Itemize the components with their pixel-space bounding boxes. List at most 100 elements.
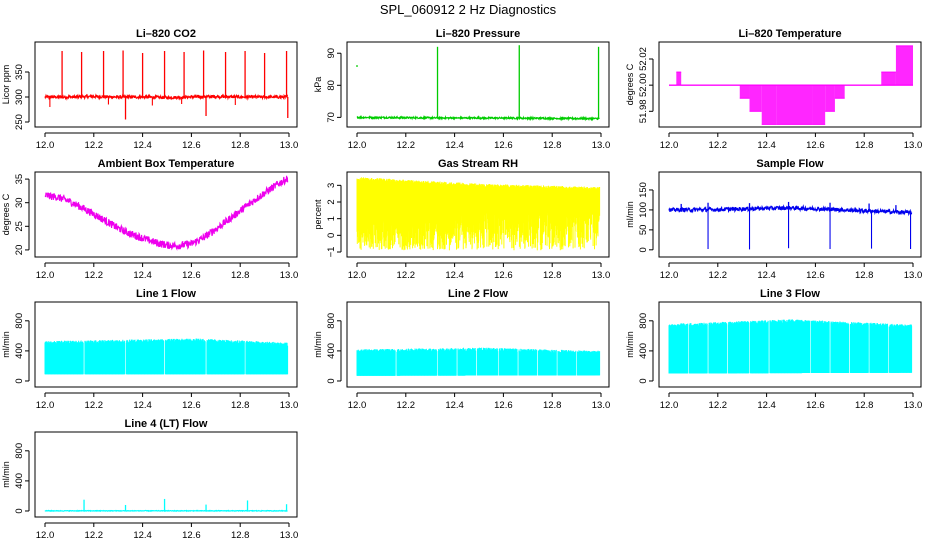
step-block <box>776 85 813 125</box>
x-tick-label: 12.4 <box>757 270 776 281</box>
x-tick-label: 12.0 <box>660 140 679 151</box>
x-tick-label: 12.4 <box>757 400 776 411</box>
x-tick-label: 13.0 <box>280 140 299 151</box>
chart-panel-line4: Line 4 (LT) Flow 12.0 12.2 12.4 12.6 12.8 13.0… <box>1 418 298 540</box>
x-tick-label: 12.0 <box>36 530 55 540</box>
plot-frame <box>658 41 922 128</box>
chart-panel-line3: Line 3 Flow 12.0 12.2 12.4 12.6 12.8 13.0 0 400 8… <box>625 288 922 411</box>
y-tick-label: 0 <box>326 233 337 238</box>
chart-data-rh <box>356 177 601 251</box>
chart-data-sampleflow <box>668 201 913 250</box>
x-tick-label: 12.8 <box>855 140 874 151</box>
y-tick-label: 400 <box>638 343 649 359</box>
y-tick-label: 800 <box>638 313 649 329</box>
x-tick-label: 12.6 <box>494 400 513 411</box>
chart-title: Line 2 Flow <box>448 288 508 300</box>
x-tick-label: 12.0 <box>36 270 55 281</box>
x-tick-label: 12.4 <box>133 400 152 411</box>
x-tick-label: 12.4 <box>445 400 464 411</box>
x-tick-label: 12.2 <box>397 140 416 151</box>
chart-panel-co2: Li–820 CO2 12.0 12.2 12.4 12.6 12.8 13.0 250 300… <box>1 28 298 151</box>
chart-panel-ambient: Ambient Box Temperature 12.0 12.2 12.4 12.6 1… <box>1 158 298 281</box>
x-tick-label: 12.8 <box>231 270 250 281</box>
y-tick-label: 800 <box>326 313 337 329</box>
step-block <box>895 45 913 86</box>
x-tick-label: 12.0 <box>36 140 55 151</box>
y-tick-label: 800 <box>14 443 25 459</box>
x-tick-label: 13.0 <box>592 270 611 281</box>
y-axis-label: percent <box>313 199 323 230</box>
x-tick-label: 12.2 <box>709 400 728 411</box>
series-line <box>44 93 289 101</box>
x-tick-label: 12.8 <box>543 400 562 411</box>
x-tick-label: 13.0 <box>280 400 299 411</box>
x-tick-label: 12.8 <box>855 400 874 411</box>
plot-frame <box>658 301 922 388</box>
y-tick-label: 35 <box>14 174 25 185</box>
y-tick-label: 70 <box>326 112 337 123</box>
chart-data-line3 <box>668 319 913 374</box>
y-tick-label: 0 <box>638 247 649 252</box>
y-tick-label: 350 <box>14 64 25 80</box>
chart-panel-rh: Gas Stream RH 12.0 12.2 12.4 12.6 12.8 13.0 −1 0… <box>313 158 610 281</box>
chart-title: Line 1 Flow <box>136 288 196 300</box>
chart-title: Gas Stream RH <box>438 158 518 170</box>
y-tick-label: 800 <box>14 313 25 329</box>
y-axis-label: ml/min <box>1 461 11 488</box>
x-tick-label: 12.2 <box>709 270 728 281</box>
y-axis-label: ml/min <box>625 201 635 228</box>
x-tick-label: 12.8 <box>543 140 562 151</box>
x-tick-label: 13.0 <box>280 270 299 281</box>
x-tick-label: 12.2 <box>85 270 104 281</box>
step-block <box>761 85 777 125</box>
y-tick-label: 0 <box>326 378 337 383</box>
y-tick-label: 51.98 <box>638 99 649 123</box>
data-point <box>356 65 358 67</box>
x-tick-label: 12.8 <box>231 140 250 151</box>
x-tick-label: 12.0 <box>660 270 679 281</box>
chart-data-line2 <box>356 347 601 376</box>
y-tick-label: 100 <box>638 202 649 218</box>
y-tick-label: 30 <box>14 197 25 208</box>
chart-title: Ambient Box Temperature <box>98 158 235 170</box>
step-block <box>749 85 762 112</box>
x-tick-label: 13.0 <box>592 140 611 151</box>
chart-title: Line 4 (LT) Flow <box>125 418 208 430</box>
x-tick-label: 12.2 <box>397 270 416 281</box>
y-tick-label: 90 <box>326 48 337 59</box>
chart-title: Li–820 CO2 <box>136 28 196 40</box>
x-tick-label: 12.8 <box>543 270 562 281</box>
x-tick-label: 12.2 <box>85 530 104 540</box>
chart-title: Sample Flow <box>756 158 824 170</box>
chart-data-line4 <box>44 498 288 513</box>
y-axis-label: Licor ppm <box>1 65 11 105</box>
x-tick-label: 12.6 <box>494 270 513 281</box>
x-tick-label: 12.4 <box>445 270 464 281</box>
y-tick-label: 0 <box>14 378 25 383</box>
step-block <box>825 85 835 112</box>
x-tick-label: 12.6 <box>494 140 513 151</box>
x-tick-label: 12.6 <box>182 140 201 151</box>
chart-title: Li–820 Temperature <box>738 28 841 40</box>
y-tick-label: 50 <box>638 225 649 236</box>
x-tick-label: 12.0 <box>348 140 367 151</box>
plot-frame <box>658 171 922 258</box>
chart-title: Li–820 Pressure <box>436 28 520 40</box>
y-axis-label: kPa <box>313 77 323 93</box>
x-tick-label: 12.8 <box>855 270 874 281</box>
x-tick-label: 12.2 <box>85 140 104 151</box>
y-tick-label: 0 <box>14 508 25 513</box>
x-tick-label: 12.6 <box>806 270 825 281</box>
y-tick-label: 400 <box>14 343 25 359</box>
x-tick-label: 12.4 <box>133 270 152 281</box>
x-tick-label: 12.2 <box>85 400 104 411</box>
plot-frame <box>346 301 610 388</box>
x-tick-label: 12.0 <box>348 270 367 281</box>
series-line <box>44 175 289 251</box>
plot-frame <box>346 41 610 128</box>
chart-panel-sampleflow: Sample Flow 12.0 12.2 12.4 12.6 12.8 13.0 0 50 10… <box>625 158 922 281</box>
x-tick-label: 13.0 <box>592 400 611 411</box>
y-axis-label: ml/min <box>1 331 11 358</box>
x-tick-label: 12.0 <box>348 400 367 411</box>
